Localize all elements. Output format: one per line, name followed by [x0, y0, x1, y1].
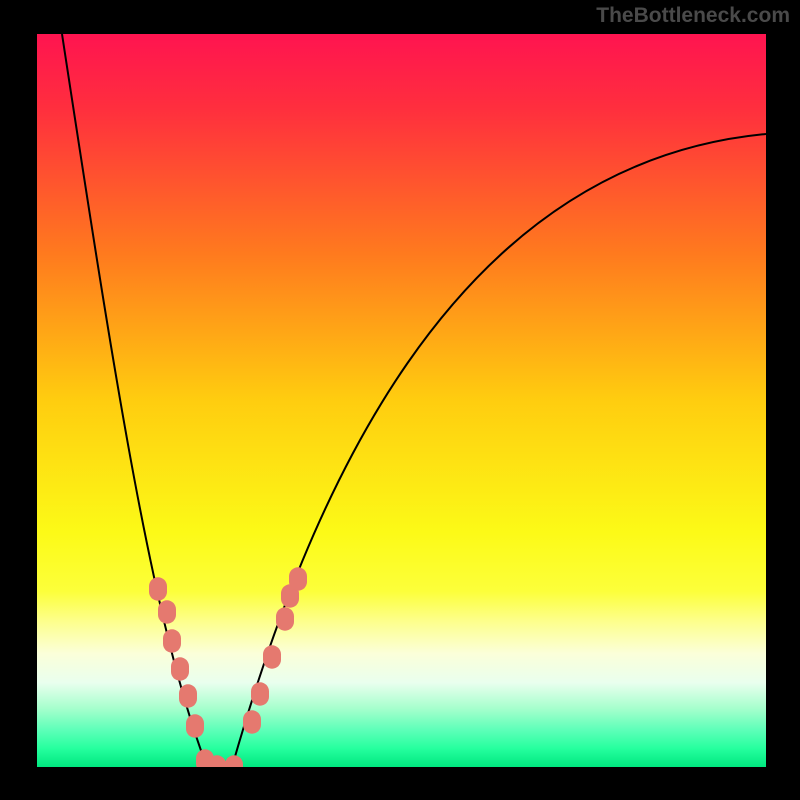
curve-marker: [263, 645, 281, 668]
curve-marker: [163, 629, 181, 652]
chart-svg: [37, 34, 766, 767]
canvas: TheBottleneck.com: [0, 0, 800, 800]
watermark-text: TheBottleneck.com: [596, 4, 790, 28]
curve-marker: [251, 682, 269, 705]
curve-marker: [149, 577, 167, 600]
plot-area: [37, 34, 766, 767]
curve-marker: [186, 714, 204, 737]
curve-marker: [289, 567, 307, 590]
curve-marker: [158, 600, 176, 623]
curve-marker: [243, 710, 261, 733]
curve-marker: [179, 684, 197, 707]
curve-marker: [276, 607, 294, 630]
curve-marker: [171, 657, 189, 680]
gradient-background: [37, 34, 766, 767]
